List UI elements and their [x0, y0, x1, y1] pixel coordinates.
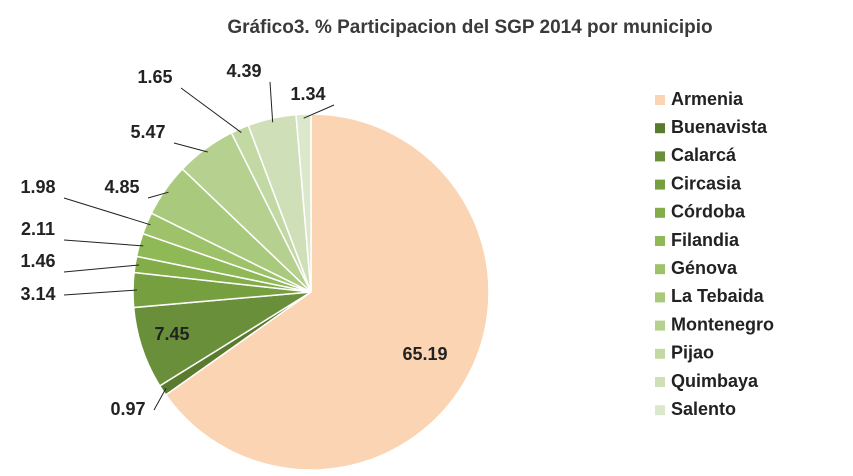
legend-swatch [655, 179, 665, 190]
data-label: 5.47 [130, 122, 165, 142]
leader-line [63, 197, 151, 226]
legend-label: Pijao [671, 343, 714, 363]
legend-swatch [655, 264, 665, 275]
leader-line [180, 87, 242, 133]
legend-swatch [655, 320, 665, 331]
leader-line [147, 191, 169, 199]
legend-label: Circasia [671, 173, 742, 193]
leader-line [153, 387, 167, 411]
leader-line [63, 239, 144, 247]
data-label: 3.14 [20, 284, 55, 304]
data-label: 4.85 [104, 177, 139, 197]
data-label: 2.11 [21, 219, 55, 239]
legend-swatch [655, 348, 665, 359]
data-label: 4.39 [226, 61, 261, 81]
leader-line [269, 81, 274, 123]
data-label: 1.98 [20, 177, 55, 197]
legend-swatch [655, 377, 665, 387]
leader-line [173, 142, 208, 153]
data-label: 0.97 [110, 399, 145, 419]
data-label: 7.45 [154, 324, 189, 344]
leader-line [303, 104, 335, 119]
data-label: 1.34 [290, 84, 325, 104]
legend-swatch [655, 151, 665, 162]
legend-label: Quimbaya [671, 371, 759, 391]
legend-label: Córdoba [671, 202, 746, 222]
pie-slice [295, 113, 312, 293]
legend-swatch [655, 236, 665, 246]
legend-swatch [655, 123, 665, 134]
legend-swatch [655, 207, 665, 218]
legend-label: Génova [671, 258, 738, 278]
legend-label: Calarcá [671, 145, 737, 165]
chart-title: Gráfico3. % Participacion del SGP 2014 p… [227, 17, 712, 38]
legend-swatch [655, 95, 665, 105]
legend-label: Buenavista [671, 117, 768, 137]
legend-label: Armenia [671, 89, 744, 109]
legend-swatch [655, 405, 665, 416]
pie-slice [164, 113, 490, 471]
data-label: 1.65 [137, 67, 172, 87]
leader-line [63, 264, 140, 273]
legend-swatch [655, 292, 665, 303]
legend-label: La Tebaida [671, 286, 765, 306]
legend-label: Salento [671, 399, 736, 419]
legend-label: Filandia [671, 230, 740, 250]
data-label: 1.46 [20, 251, 55, 271]
legend-label: Montenegro [671, 314, 774, 334]
leader-line [63, 289, 138, 296]
data-label: 65.19 [402, 344, 447, 364]
